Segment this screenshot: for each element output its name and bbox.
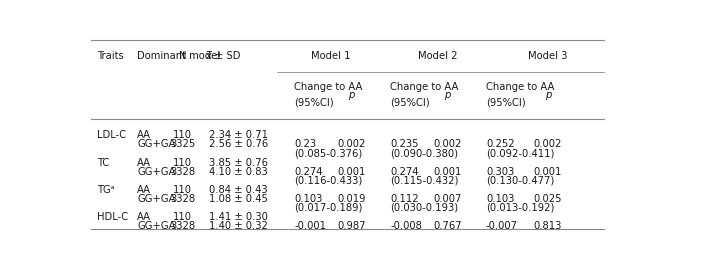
Text: 110: 110 [173, 185, 192, 195]
Text: 1.41 ± 0.30: 1.41 ± 0.30 [210, 212, 269, 222]
Text: 0.019: 0.019 [337, 194, 366, 204]
Text: 110: 110 [173, 212, 192, 222]
Text: 3325: 3325 [170, 139, 195, 149]
Text: 0.025: 0.025 [534, 194, 562, 204]
Text: 0.002: 0.002 [534, 139, 562, 149]
Text: 0.001: 0.001 [534, 167, 562, 177]
Text: -0.001: -0.001 [294, 221, 326, 231]
Text: 0.002: 0.002 [338, 139, 366, 149]
Text: 110: 110 [173, 130, 192, 140]
Text: TC: TC [97, 157, 109, 168]
Text: N: N [178, 51, 186, 61]
Text: (0.116-0.433): (0.116-0.433) [294, 176, 363, 186]
Text: (0.092-0.411): (0.092-0.411) [486, 148, 554, 159]
Text: 110: 110 [173, 157, 192, 168]
Text: x̅ ± SD: x̅ ± SD [206, 51, 241, 61]
Text: 2.56 ± 0.76: 2.56 ± 0.76 [210, 139, 269, 149]
Text: p: p [349, 90, 355, 100]
Text: 0.274: 0.274 [390, 167, 419, 177]
Text: 0.813: 0.813 [534, 221, 562, 231]
Text: 0.23: 0.23 [294, 139, 316, 149]
Text: Traits: Traits [97, 51, 123, 61]
Text: GG+GA: GG+GA [138, 167, 175, 177]
Text: 0.767: 0.767 [433, 221, 462, 231]
Text: 0.252: 0.252 [486, 139, 515, 149]
Text: Dominant model: Dominant model [138, 51, 221, 61]
Text: (0.085-0.376): (0.085-0.376) [294, 148, 363, 159]
Text: 0.001: 0.001 [433, 167, 462, 177]
Text: 0.112: 0.112 [390, 194, 419, 204]
Text: HDL-C: HDL-C [97, 212, 128, 222]
Text: (0.090-0.380): (0.090-0.380) [390, 148, 458, 159]
Text: (95%CI): (95%CI) [486, 98, 526, 108]
Text: AA: AA [138, 212, 151, 222]
Text: 0.103: 0.103 [486, 194, 514, 204]
Text: (0.130-0.477): (0.130-0.477) [486, 176, 554, 186]
Text: 0.001: 0.001 [338, 167, 366, 177]
Text: 0.274: 0.274 [294, 167, 323, 177]
Text: -0.007: -0.007 [486, 221, 518, 231]
Text: AA: AA [138, 185, 151, 195]
Text: Model 2: Model 2 [418, 51, 458, 61]
Text: 0.84 ± 0.43: 0.84 ± 0.43 [210, 185, 268, 195]
Text: (0.030-0.193): (0.030-0.193) [390, 203, 458, 213]
Text: LDL-C: LDL-C [97, 130, 126, 140]
Text: 0.303: 0.303 [486, 167, 514, 177]
Text: 0.235: 0.235 [390, 139, 419, 149]
Text: (95%CI): (95%CI) [294, 98, 333, 108]
Text: 1.08 ± 0.45: 1.08 ± 0.45 [210, 194, 269, 204]
Text: Change to AA: Change to AA [294, 82, 363, 92]
Text: 2.34 ± 0.71: 2.34 ± 0.71 [210, 130, 269, 140]
Text: p: p [444, 90, 451, 100]
Text: (0.115-0.432): (0.115-0.432) [390, 176, 459, 186]
Text: 1.40 ± 0.32: 1.40 ± 0.32 [210, 221, 269, 231]
Text: TGᵃ: TGᵃ [97, 185, 114, 195]
Text: GG+GA: GG+GA [138, 139, 175, 149]
Text: 0.002: 0.002 [433, 139, 462, 149]
Text: p: p [545, 90, 551, 100]
Text: 0.103: 0.103 [294, 194, 323, 204]
Text: Model 1: Model 1 [311, 51, 351, 61]
Text: 3328: 3328 [170, 221, 195, 231]
Text: (95%CI): (95%CI) [390, 98, 430, 108]
Text: AA: AA [138, 157, 151, 168]
Text: Change to AA: Change to AA [390, 82, 459, 92]
Text: 3328: 3328 [170, 194, 195, 204]
Text: (0.013-0.192): (0.013-0.192) [486, 203, 554, 213]
Text: 4.10 ± 0.83: 4.10 ± 0.83 [210, 167, 268, 177]
Text: GG+GA: GG+GA [138, 221, 175, 231]
Text: 3328: 3328 [170, 167, 195, 177]
Text: AA: AA [138, 130, 151, 140]
Text: -0.008: -0.008 [390, 221, 422, 231]
Text: (0.017-0.189): (0.017-0.189) [294, 203, 363, 213]
Text: Change to AA: Change to AA [486, 82, 554, 92]
Text: 3.85 ± 0.76: 3.85 ± 0.76 [210, 157, 269, 168]
Text: Model 3: Model 3 [529, 51, 568, 61]
Text: 0.987: 0.987 [337, 221, 366, 231]
Text: GG+GA: GG+GA [138, 194, 175, 204]
Text: 0.007: 0.007 [433, 194, 462, 204]
